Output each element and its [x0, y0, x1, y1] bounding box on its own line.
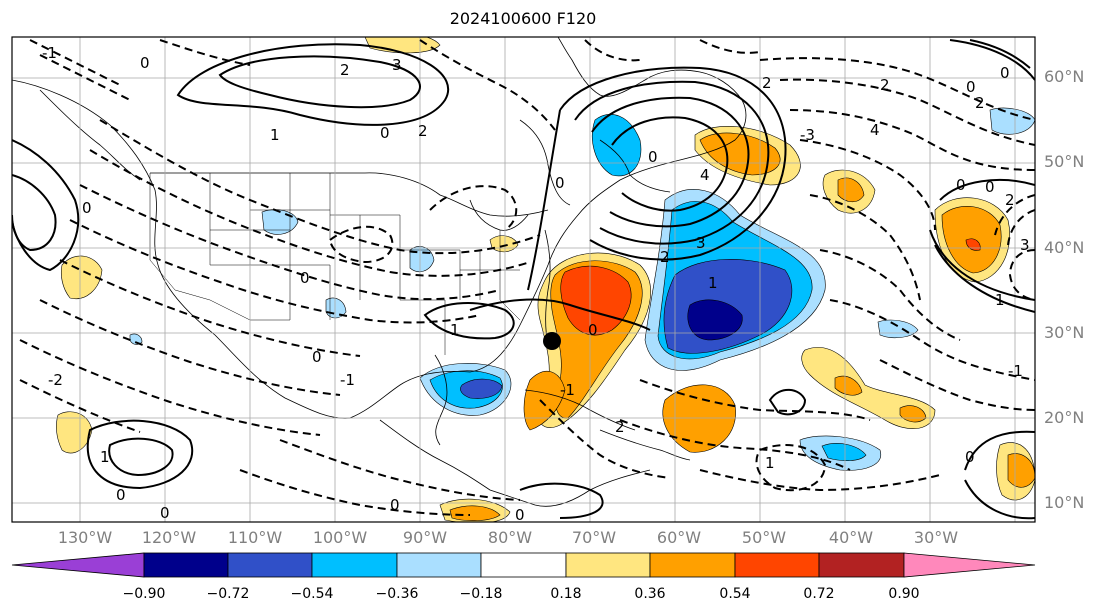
contour-label: 0 [380, 124, 390, 142]
lon-label: 130°W [57, 528, 113, 547]
negative-contours [19, 39, 1035, 516]
contour-label: -1 [42, 44, 57, 62]
lat-label: 20°N [1044, 408, 1085, 427]
contour-label: 1 [708, 274, 718, 292]
contour-label: 4 [700, 166, 710, 184]
graticule [12, 37, 1035, 522]
colorbar-tick-label: 0.54 [719, 586, 751, 602]
lat-label: 50°N [1044, 152, 1085, 171]
lon-label: 80°W [487, 528, 533, 547]
contour-label: -1 [560, 381, 575, 399]
contour-label: 4 [870, 121, 880, 139]
contour-labels: -1 0 1 2 3 0 2 0 -2 0 0 -1 1 0 0 1 0 0 0… [42, 44, 1030, 524]
colorbar-tick-label: 0.18 [550, 586, 582, 602]
contour-label: 0 [648, 148, 658, 166]
lon-label: 90°W [402, 528, 448, 547]
lon-label: 70°W [571, 528, 617, 547]
map-frame [11, 36, 1036, 523]
contour-label: 1 [270, 126, 280, 144]
contour-label: -1 [1008, 362, 1023, 380]
shaded-fields [56, 37, 1035, 522]
colorbar-segment [143, 552, 229, 578]
lat-label: 10°N [1044, 493, 1085, 512]
colorbar-segment [818, 552, 905, 578]
lon-label: 50°W [741, 528, 787, 547]
contour-label: 2 [1005, 191, 1015, 209]
contour-label: 3 [1020, 236, 1030, 254]
contour-label: 2 [418, 122, 428, 140]
contour-label: 0 [515, 506, 525, 524]
contour-label: -1 [340, 371, 355, 389]
colorbar-segment [311, 552, 398, 578]
contour-label: 1 [765, 454, 775, 472]
colorbar-tick-label: 0.36 [634, 586, 666, 602]
lon-label: 60°W [656, 528, 702, 547]
contour-label: 0 [160, 504, 170, 522]
contour-label: 2 [762, 74, 772, 92]
colorbar-tick-label: 0.72 [803, 586, 835, 602]
contour-label: -2 [48, 371, 63, 389]
contour-label: 0 [1000, 64, 1010, 82]
lon-label: 30°W [913, 528, 959, 547]
contour-label: 2 [660, 248, 670, 266]
contour-label: 0 [140, 54, 150, 72]
coastlines [12, 37, 747, 507]
contour-label: 0 [312, 348, 322, 366]
lon-label: 120°W [141, 528, 197, 547]
contour-label: 2 [615, 418, 625, 436]
colorbar-segment [649, 552, 736, 578]
lon-label: 100°W [312, 528, 368, 547]
contour-label: 2 [975, 94, 985, 112]
colorbar-tick-label: −0.36 [375, 586, 419, 602]
contour-label: 3 [392, 56, 402, 74]
storm-position-marker [543, 332, 561, 350]
contour-label: 1 [995, 291, 1005, 309]
contour-label: 0 [116, 486, 126, 504]
map-title: 2024100600 F120 [449, 9, 597, 28]
contour-label: 0 [82, 199, 92, 217]
lon-label: 110°W [227, 528, 283, 547]
colorbar-tick-label: −0.18 [459, 586, 503, 602]
colorbar-tick-label: −0.90 [122, 586, 166, 602]
positive-contours [12, 39, 1035, 520]
lat-label: 40°N [1044, 238, 1085, 257]
contour-label: 1 [100, 448, 110, 466]
map-content: -1 0 1 2 3 0 2 0 -2 0 0 -1 1 0 0 1 0 0 0… [12, 37, 1035, 524]
contour-label: 0 [300, 269, 310, 287]
colorbar [11, 552, 1036, 578]
contour-label: 3 [696, 234, 706, 252]
contour-label: 0 [966, 78, 976, 96]
contour-label: 0 [390, 496, 400, 514]
contour-label: 2 [340, 61, 350, 79]
colorbar-segment [734, 552, 820, 578]
lat-label: 30°N [1044, 323, 1085, 342]
colorbar-segment [396, 552, 482, 578]
colorbar-extend-max [903, 552, 1036, 578]
contour-label: 0 [956, 176, 966, 194]
contour-label: 0 [965, 448, 975, 466]
lat-label: 60°N [1044, 67, 1085, 86]
contour-label: 0 [588, 321, 598, 339]
contour-label: 2 [880, 76, 890, 94]
colorbar-segment [227, 552, 313, 578]
colorbar-tick-label: −0.72 [206, 586, 250, 602]
contour-label: -3 [800, 126, 815, 144]
contour-label: 0 [555, 174, 565, 192]
colorbar-tick-label: 0.90 [888, 586, 920, 602]
colorbar-segment [565, 552, 651, 578]
lon-label: 40°W [828, 528, 874, 547]
colorbar-tick-label: −0.54 [290, 586, 334, 602]
contour-label: 0 [985, 178, 995, 196]
colorbar-extend-min [11, 552, 145, 578]
contour-label: 1 [450, 321, 460, 339]
colorbar-segment [480, 552, 567, 578]
